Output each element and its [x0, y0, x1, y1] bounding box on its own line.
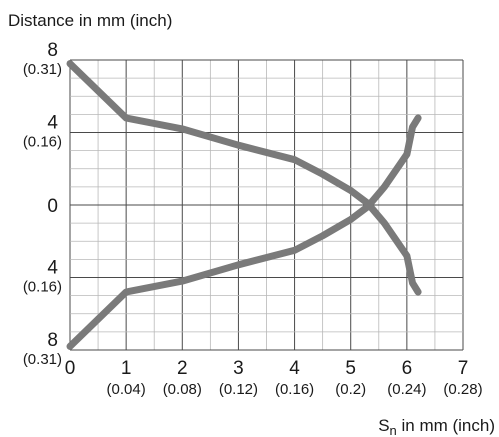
- curve-series-2: [66, 114, 422, 350]
- x-axis-title-unit: in mm (inch): [397, 416, 495, 435]
- x-tick-label: 1: [121, 358, 132, 379]
- x-tick-label: 7: [458, 358, 469, 379]
- x-tick-label-inch: (0.24): [387, 381, 426, 398]
- x-tick-label: 4: [289, 358, 300, 379]
- y-tick-label-inch: (0.16): [23, 279, 62, 296]
- x-tick-label-inch: (0.08): [163, 381, 202, 398]
- y-tick-label-inch: (0.16): [23, 134, 62, 151]
- y-tick-label-inch: (0.31): [23, 351, 62, 368]
- x-tick-label: 0: [65, 358, 76, 379]
- x-tick-label-inch: (0.28): [443, 381, 482, 398]
- y-tick-label: 8: [47, 40, 58, 61]
- x-tick-label-inch: (0.2): [335, 381, 366, 398]
- curve-series-1: [66, 60, 422, 296]
- x-tick-label: 6: [402, 358, 413, 379]
- y-tick-label-inch: (0.31): [23, 61, 62, 78]
- x-axis-title: Sn in mm (inch): [378, 416, 495, 437]
- x-tick-label: 2: [177, 358, 188, 379]
- chart-grid: [69, 59, 464, 351]
- x-tick-label: 3: [233, 358, 244, 379]
- chart-curves: [66, 60, 422, 350]
- y-axis-title: Distance in mm (inch): [8, 11, 172, 30]
- x-tick-label-inch: (0.12): [219, 381, 258, 398]
- x-axis-title-subscript: n: [390, 423, 397, 437]
- y-tick-label: 4: [47, 113, 58, 134]
- x-axis-title-symbol: S: [378, 416, 389, 435]
- x-tick-label-inch: (0.04): [107, 381, 146, 398]
- x-tick-labels: 0 1 (0.04) 2 (0.08) 3 (0.12) 4 (0.16) 5 (0.2) 6 (0.2…: [65, 358, 483, 398]
- y-tick-labels: 8(0.31)4(0.16)04(0.16)8(0.31): [23, 40, 62, 368]
- y-tick-label: 0: [47, 196, 58, 217]
- y-tick-label: 4: [47, 258, 58, 279]
- y-tick-label: 8: [47, 330, 58, 351]
- x-tick-label-inch: (0.16): [275, 381, 314, 398]
- x-tick-label: 5: [345, 358, 356, 379]
